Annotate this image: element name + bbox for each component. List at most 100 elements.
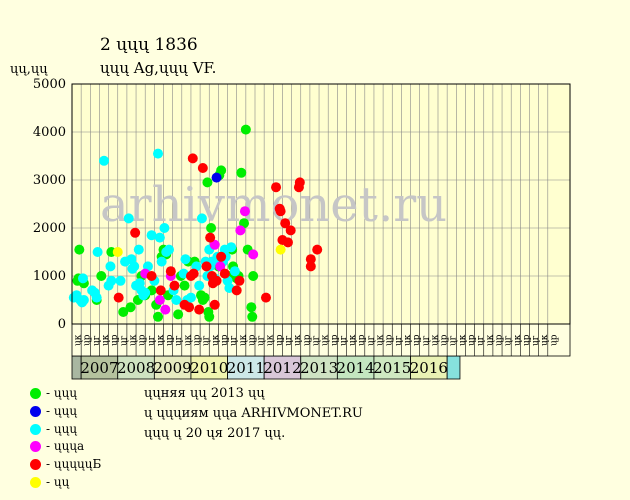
data-point: [229, 266, 240, 277]
data-point: [163, 244, 174, 255]
month-label: ųр: [247, 334, 257, 346]
month-label: ųг: [202, 335, 212, 346]
data-point: [215, 261, 226, 272]
data-point: [206, 223, 217, 233]
month-label: ųр: [220, 334, 230, 346]
data-point: [216, 165, 227, 176]
data-point: [282, 237, 293, 248]
data-point: [194, 304, 205, 315]
data-point: [294, 177, 305, 188]
year-label: 2012: [263, 359, 301, 377]
month-label: ųр: [275, 334, 285, 346]
year-label: 2008: [117, 359, 155, 377]
data-point: [231, 285, 242, 296]
month-label: ųг: [449, 335, 459, 346]
y-tick-label: 1000: [33, 269, 66, 284]
data-point: [115, 275, 126, 286]
month-label: ųр: [110, 334, 120, 346]
month-label: ųг: [366, 335, 376, 346]
data-point: [275, 206, 286, 217]
data-point: [194, 280, 205, 291]
month-label: ųк: [128, 334, 138, 346]
legend-item: - ųųų: [30, 403, 101, 421]
data-point: [118, 307, 129, 317]
data-point: [248, 249, 259, 260]
month-label: ųг: [284, 335, 294, 346]
data-point: [165, 266, 176, 277]
data-point: [99, 155, 110, 166]
data-point: [240, 124, 251, 135]
legend: - ųųų - ųųų - ųųų - ųųųа - ųųųųųБ - ųų: [30, 385, 101, 492]
data-point: [159, 223, 170, 233]
month-label: ųр: [357, 334, 367, 346]
month-label: ųр: [193, 334, 203, 346]
data-point: [246, 302, 257, 313]
data-point: [112, 247, 123, 257]
month-label: ųр: [83, 334, 93, 346]
data-point: [91, 292, 102, 303]
data-point: [96, 271, 107, 281]
legend-label: - ųųų: [46, 386, 78, 400]
month-label: ųр: [549, 334, 559, 346]
data-point: [209, 299, 220, 310]
data-point: [211, 172, 222, 183]
month-label: ųг: [257, 335, 267, 346]
chart-title: 2 ųųų 1836: [100, 35, 198, 55]
data-point: [74, 244, 85, 255]
data-point: [312, 244, 323, 255]
y-tick-label: 2000: [33, 221, 66, 236]
data-point: [204, 311, 215, 322]
note-line: ųųų ų 20 ųя 2017 ųų.: [144, 426, 286, 441]
legend-dot-icon: [30, 441, 41, 453]
month-label: ųк: [430, 334, 440, 346]
y-tick-label: 3000: [33, 173, 66, 188]
legend-item: - ųųųųųБ: [30, 456, 101, 474]
month-label: ųг: [311, 335, 321, 346]
y-axis-label: ųų,ųų: [10, 62, 48, 77]
year-label: 2015: [373, 359, 411, 377]
legend-dot-icon: [30, 459, 41, 471]
data-point: [197, 163, 208, 173]
data-point: [125, 302, 136, 313]
legend-label: - ųųųųųБ: [46, 457, 102, 472]
month-label: ųк: [458, 334, 468, 346]
year-label: 2011: [227, 359, 265, 377]
year-label: 2014: [337, 359, 375, 377]
note-line: ų ųųųиям ųųа ARHIVMONET.RU: [144, 406, 363, 421]
data-point: [160, 304, 171, 315]
data-point: [260, 292, 271, 303]
month-label: ųг: [531, 335, 541, 346]
month-label: ųк: [156, 334, 166, 346]
data-point: [211, 275, 222, 286]
legend-dot-icon: [30, 476, 41, 488]
data-point: [199, 292, 210, 303]
data-point: [153, 148, 164, 159]
month-label: ųг: [504, 335, 514, 346]
data-point: [271, 182, 282, 193]
month-label: ųр: [138, 334, 148, 346]
month-label: ųк: [485, 334, 495, 346]
notes: ųųняя ųų 2013 ųų ų ųųųиям ųųа ARHIVMONET…: [144, 384, 363, 444]
data-point: [180, 254, 191, 265]
month-label: ųр: [412, 334, 422, 346]
month-label: ųг: [147, 335, 157, 346]
legend-dot-icon: [30, 405, 41, 417]
month-label: ųк: [238, 334, 248, 346]
data-point: [113, 292, 124, 303]
month-label: ųг: [394, 335, 404, 346]
year-label: 2009: [154, 359, 192, 377]
month-label: ųр: [494, 334, 504, 346]
month-label: ųр: [165, 334, 175, 346]
month-label: ųк: [348, 334, 358, 346]
data-point: [123, 213, 134, 224]
data-point: [133, 244, 144, 255]
legend-label: - ųųų: [46, 421, 78, 436]
legend-item: - ųųų: [30, 421, 101, 439]
month-label: ųр: [440, 334, 450, 346]
data-point: [248, 271, 259, 281]
month-label: ųг: [92, 335, 102, 346]
data-point: [171, 295, 182, 305]
data-point: [130, 227, 141, 238]
data-point: [187, 153, 198, 164]
